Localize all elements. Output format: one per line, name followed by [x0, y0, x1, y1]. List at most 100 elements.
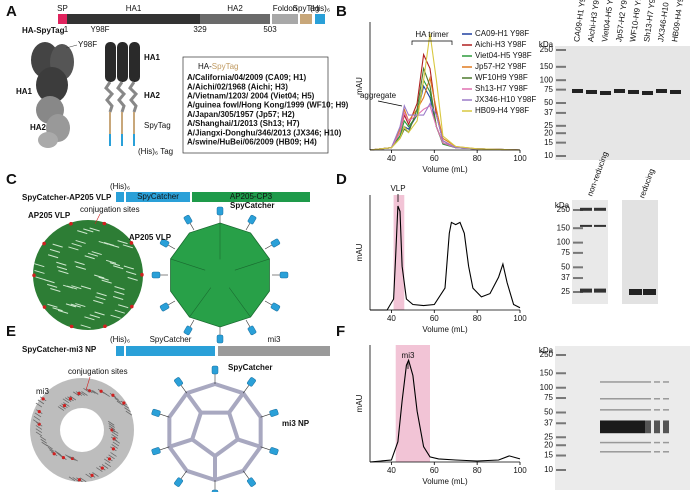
- np-texture: [104, 462, 112, 467]
- marker-label: 150: [540, 62, 554, 71]
- marker-label: 37: [544, 108, 553, 117]
- np-texture: [47, 447, 55, 452]
- construct-segment: [300, 14, 312, 24]
- marker-band: [556, 397, 566, 400]
- strain: A/Vietnam/1203/ 2004 (Viet04; H5): [187, 92, 315, 101]
- np-texture: [122, 403, 129, 409]
- gel-band: [645, 409, 651, 411]
- gel-band: [645, 398, 651, 400]
- vlp-texture: [80, 324, 91, 329]
- gel-unit: kDa: [539, 40, 554, 49]
- spycatcher-icon: [174, 477, 183, 487]
- conjugation-site: [70, 324, 74, 329]
- facet-edge: [170, 258, 206, 271]
- panel-label: B: [336, 3, 347, 20]
- residue-label: 329: [193, 25, 207, 34]
- vlp-texture: [109, 243, 120, 248]
- conjugation-site: [111, 447, 115, 451]
- gel-band: [654, 451, 660, 453]
- panel-label: C: [6, 171, 17, 188]
- marker-band: [556, 124, 566, 127]
- marker-label: 37: [544, 418, 553, 427]
- marker-band: [556, 102, 566, 104]
- gel-band: [663, 441, 669, 444]
- np-texture: [64, 397, 72, 403]
- np-edge: [227, 391, 245, 414]
- vlp-texture: [87, 252, 99, 257]
- gel-band: [663, 409, 669, 411]
- marker-band: [556, 411, 566, 414]
- gel-band: [656, 88, 667, 93]
- structure-label: HA2: [30, 123, 47, 132]
- shaded-fraction: [395, 345, 430, 462]
- vlp-texture: [89, 227, 100, 232]
- gel-band: [614, 88, 625, 93]
- spycatcher-icon: [279, 271, 289, 279]
- box-title: HA-SpyTag: [198, 62, 238, 71]
- gel-band: [600, 441, 609, 444]
- spycatcher-icon: [174, 377, 183, 387]
- np-texture: [112, 429, 119, 434]
- spycatcher-icon: [247, 214, 257, 225]
- gel-band: [654, 441, 660, 444]
- vlp-texture: [98, 276, 109, 281]
- np-texture: [111, 431, 119, 437]
- vlp-texture: [74, 261, 85, 266]
- gel-band: [586, 89, 597, 94]
- spycatcher-icon: [159, 238, 170, 248]
- strain: A/swine/HuBei/06/2009 (HB09; H4): [187, 138, 317, 147]
- construct-segment: [218, 346, 330, 356]
- residue-label: 1: [64, 25, 69, 34]
- conjugation-site: [62, 404, 67, 408]
- construct-segment: [272, 14, 298, 24]
- legend-label: JX346-H10 Y98F: [475, 95, 536, 104]
- np-cartoon: [190, 410, 240, 458]
- legend-label: HB09-H4 Y98F: [475, 106, 529, 115]
- marker-band: [556, 454, 566, 457]
- marker-label: 25: [561, 287, 570, 296]
- marker-label: 100: [540, 75, 554, 84]
- segment-label: AP205-CP3: [230, 192, 273, 201]
- construct-segment: [200, 14, 270, 24]
- box-title-prefix: HA-: [198, 62, 212, 71]
- np-texture: [96, 467, 103, 472]
- np-texture: [85, 473, 92, 479]
- structure-label: mi3: [36, 387, 49, 396]
- vlp-texture: [94, 274, 105, 279]
- structure-blob: [38, 132, 58, 148]
- segment-label: SP: [57, 4, 68, 13]
- vlp-texture: [105, 259, 117, 264]
- np-texture: [41, 441, 48, 447]
- vlp-texture: [75, 265, 86, 270]
- marker-label: 15: [544, 451, 553, 460]
- np-texture: [92, 472, 99, 477]
- gel-band: [618, 409, 627, 411]
- marker-band: [556, 111, 566, 114]
- np-texture: [111, 434, 118, 439]
- vlp-texture: [75, 239, 86, 244]
- conjugation-site: [140, 272, 144, 277]
- conjugation-site: [107, 457, 112, 461]
- marker-band: [556, 65, 566, 68]
- vlp-texture: [109, 262, 121, 267]
- conjugation-site: [37, 410, 41, 414]
- x-tick-label: 40: [387, 466, 396, 475]
- segment-label: HA1: [126, 4, 142, 13]
- ha1-domain: [105, 42, 116, 82]
- spycatcher-icon: [211, 489, 219, 492]
- conjugation-site: [99, 389, 103, 393]
- facet-edge: [189, 287, 212, 318]
- cartoon-label: (His)₆ Tag: [138, 147, 173, 156]
- np-texture: [63, 402, 70, 407]
- conjugation-site: [77, 391, 81, 396]
- cartoon-label: SpyTag: [144, 121, 171, 130]
- gel-smear: [618, 420, 627, 434]
- gel-band: [654, 409, 660, 411]
- box-title-tag: SpyTag: [212, 62, 239, 71]
- spycatcher-icon: [247, 477, 256, 487]
- gel-band: [627, 409, 636, 411]
- marker-label: 75: [544, 393, 553, 402]
- ha2-domain: [116, 81, 127, 113]
- conjugation-site: [69, 222, 73, 226]
- conjugation-site: [122, 401, 126, 405]
